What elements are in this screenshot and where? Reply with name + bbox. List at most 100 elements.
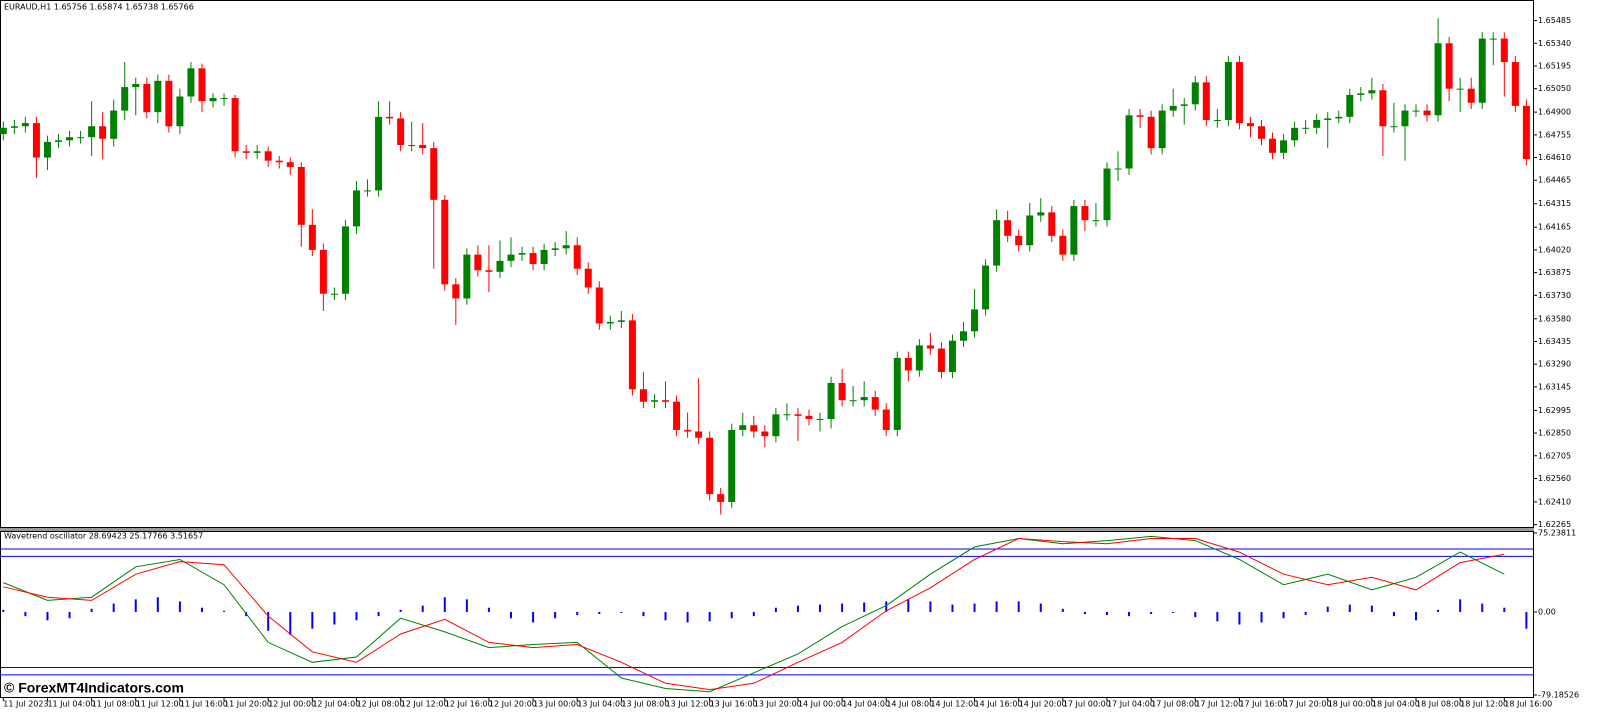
candle-body	[21, 123, 29, 127]
candle-body	[308, 224, 316, 250]
x-tick-label: 17 Jul 12:00	[1195, 700, 1243, 709]
candle-body	[1522, 105, 1530, 160]
candle-body	[386, 116, 394, 119]
oscillator-pane-frame	[0, 531, 1534, 698]
candle-body	[77, 137, 85, 139]
candle-body	[628, 320, 636, 390]
candle-body	[915, 345, 923, 371]
x-tick-label: 12 Jul 00:00	[268, 700, 316, 709]
candle-body	[993, 220, 1001, 266]
candle-body	[121, 87, 129, 111]
candle-body	[794, 414, 802, 416]
candle-body	[132, 83, 140, 88]
candle-body	[1368, 90, 1376, 94]
chart-title: EURAUD,H1 1.65756 1.65874 1.65738 1.6576…	[4, 3, 194, 12]
x-tick-label: 13 Jul 12:00	[666, 700, 714, 709]
candle-body	[1158, 110, 1166, 149]
y-tick-label: 1.62560	[1538, 474, 1571, 483]
candle-body	[176, 96, 184, 127]
candle-body	[1280, 140, 1288, 153]
y-tick-label: -79.18526	[1538, 691, 1579, 700]
candle-body	[1037, 212, 1045, 216]
x-tick-label: 12 Jul 04:00	[312, 700, 360, 709]
x-tick-label: 18 Jul 04:00	[1372, 700, 1420, 709]
candle-body	[595, 287, 603, 324]
candle-body	[551, 248, 559, 250]
candle-body	[662, 400, 670, 402]
candle-body	[1257, 126, 1265, 139]
candle-body	[1434, 43, 1442, 116]
y-tick-label: 1.63435	[1538, 337, 1571, 346]
y-tick-label: 1.63875	[1538, 268, 1571, 277]
y-tick-label: 1.64465	[1538, 176, 1571, 185]
x-tick-label: 14 Jul 04:00	[842, 700, 890, 709]
candle-body	[88, 126, 96, 138]
x-tick-label: 11 Jul 04:00	[47, 700, 95, 709]
candle-body	[507, 254, 515, 261]
candle-body	[1191, 82, 1199, 105]
candle-body	[1423, 110, 1431, 116]
candle-body	[1059, 235, 1067, 255]
candle-body	[452, 284, 460, 299]
candle-body	[364, 190, 372, 192]
x-tick-label: 18 Jul 00:00	[1328, 700, 1376, 709]
candle-body	[639, 389, 647, 402]
y-tick-label: 1.63730	[1538, 291, 1571, 300]
x-tick-label: 14 Jul 12:00	[930, 700, 978, 709]
candle-body	[1324, 118, 1332, 120]
x-tick-label: 17 Jul 20:00	[1284, 700, 1332, 709]
x-tick-label: 14 Jul 20:00	[1019, 700, 1067, 709]
candle-body	[99, 126, 107, 139]
candle-body	[110, 110, 118, 139]
candle-body	[341, 226, 349, 294]
candle-body	[1026, 215, 1034, 246]
candle-body	[242, 151, 250, 153]
x-tick-label: 18 Jul 16:00	[1504, 700, 1552, 709]
candle-body	[1180, 104, 1188, 106]
x-tick-label: 13 Jul 04:00	[577, 700, 625, 709]
candle-body	[319, 249, 327, 294]
candle-body	[584, 268, 592, 288]
y-tick-label: 1.62995	[1538, 406, 1571, 415]
x-tick-label: 17 Jul 00:00	[1063, 700, 1111, 709]
candle-body	[1169, 105, 1177, 111]
candle-body	[860, 397, 868, 401]
y-tick-label: 0.00	[1538, 607, 1556, 616]
candle-body	[1390, 126, 1398, 128]
candle-body	[1302, 127, 1310, 129]
x-tick-label: 18 Jul 08:00	[1416, 700, 1464, 709]
y-tick-label: 1.62850	[1538, 429, 1571, 438]
candle-body	[253, 151, 261, 153]
candle-body	[54, 140, 62, 142]
candle-body	[717, 494, 725, 502]
candle-body	[154, 80, 162, 113]
candle-body	[485, 270, 493, 272]
candle-body	[1379, 90, 1387, 127]
candle-body	[1125, 115, 1133, 169]
candle-body	[606, 321, 614, 324]
candle-body	[750, 425, 758, 432]
candle-body	[66, 137, 74, 141]
candle-body	[1147, 116, 1155, 149]
y-tick-label: 1.64755	[1538, 130, 1571, 139]
y-tick-label: 1.63290	[1538, 360, 1571, 369]
candle-body	[871, 397, 879, 410]
main-pane-frame	[0, 0, 1534, 528]
candle-body	[474, 254, 482, 271]
candle-body	[463, 254, 471, 299]
candle-body	[529, 253, 537, 264]
x-tick-label: 11 Jul 08:00	[92, 700, 140, 709]
candle-body	[960, 331, 968, 341]
x-tick-label: 12 Jul 20:00	[489, 700, 537, 709]
candle-body	[971, 309, 979, 332]
candle-body	[650, 400, 658, 402]
watermark: © ForexMT4Indicators.com	[4, 680, 184, 696]
candle-body	[1269, 138, 1277, 153]
y-tick-label: 1.64900	[1538, 108, 1571, 117]
candle-body	[1412, 110, 1420, 112]
candle-body	[1467, 88, 1475, 103]
candle-body	[1004, 220, 1012, 236]
candle-body	[1213, 119, 1221, 121]
candle-body	[849, 400, 857, 402]
candle-body	[1445, 43, 1453, 89]
